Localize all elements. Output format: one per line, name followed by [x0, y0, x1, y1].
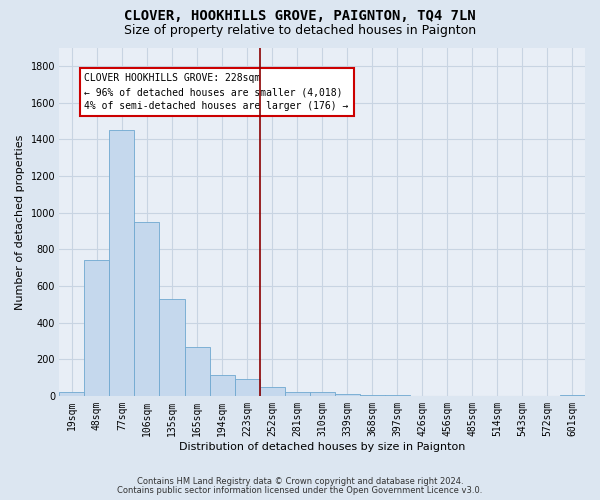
Bar [335, 394, 360, 396]
Bar [385, 395, 410, 396]
Text: Size of property relative to detached houses in Paignton: Size of property relative to detached ho… [124, 24, 476, 37]
Bar [59, 392, 85, 396]
Bar [160, 299, 185, 396]
Bar [235, 378, 260, 396]
Text: CLOVER HOOKHILLS GROVE: 228sqm
← 96% of detached houses are smaller (4,018)
4% o: CLOVER HOOKHILLS GROVE: 228sqm ← 96% of … [85, 73, 349, 111]
Text: Contains HM Land Registry data © Crown copyright and database right 2024.: Contains HM Land Registry data © Crown c… [137, 477, 463, 486]
Bar [209, 375, 235, 396]
Bar [85, 260, 109, 396]
Bar [360, 395, 385, 396]
Bar [109, 130, 134, 396]
Text: Contains public sector information licensed under the Open Government Licence v3: Contains public sector information licen… [118, 486, 482, 495]
X-axis label: Distribution of detached houses by size in Paignton: Distribution of detached houses by size … [179, 442, 466, 452]
Bar [560, 395, 585, 396]
Bar [284, 392, 310, 396]
Y-axis label: Number of detached properties: Number of detached properties [15, 134, 25, 310]
Text: CLOVER, HOOKHILLS GROVE, PAIGNTON, TQ4 7LN: CLOVER, HOOKHILLS GROVE, PAIGNTON, TQ4 7… [124, 9, 476, 23]
Bar [185, 346, 209, 396]
Bar [260, 387, 284, 396]
Bar [134, 222, 160, 396]
Bar [310, 392, 335, 396]
